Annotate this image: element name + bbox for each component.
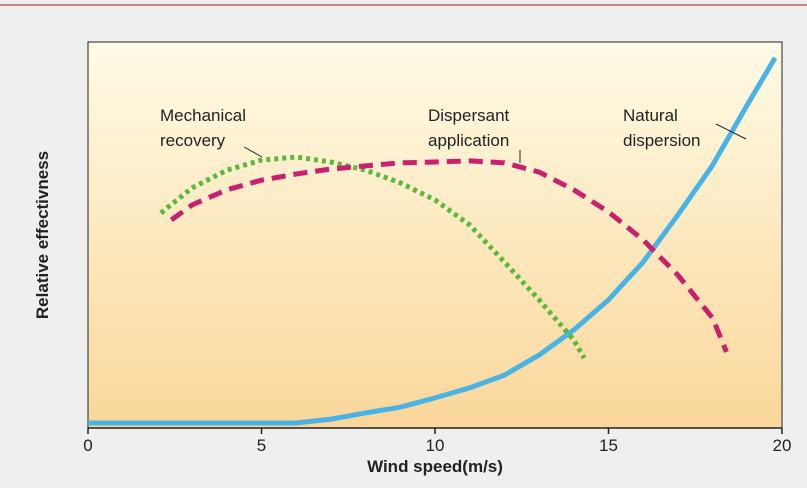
x-tick-label: 5 — [257, 436, 266, 455]
label-leader — [715, 123, 747, 140]
x-tick-label: 20 — [773, 436, 792, 455]
series-line — [159, 154, 587, 360]
series-line — [88, 56, 778, 426]
x-tick-label: 0 — [83, 436, 92, 455]
series-label: application — [428, 131, 509, 150]
series-label: Natural — [623, 106, 678, 125]
label-leader — [243, 146, 263, 158]
plot-area — [87, 41, 783, 429]
series-label: dispersion — [623, 131, 701, 150]
series-line — [169, 158, 729, 353]
series-label: Mechanical — [160, 106, 246, 125]
x-axis-title: Wind speed(m/s) — [367, 457, 503, 476]
y-axis-title: Relative effectivness — [33, 151, 52, 319]
series-label: recovery — [160, 131, 226, 150]
series-label: Dispersant — [428, 106, 510, 125]
x-tick-label: 10 — [426, 436, 445, 455]
x-tick-label: 15 — [599, 436, 618, 455]
